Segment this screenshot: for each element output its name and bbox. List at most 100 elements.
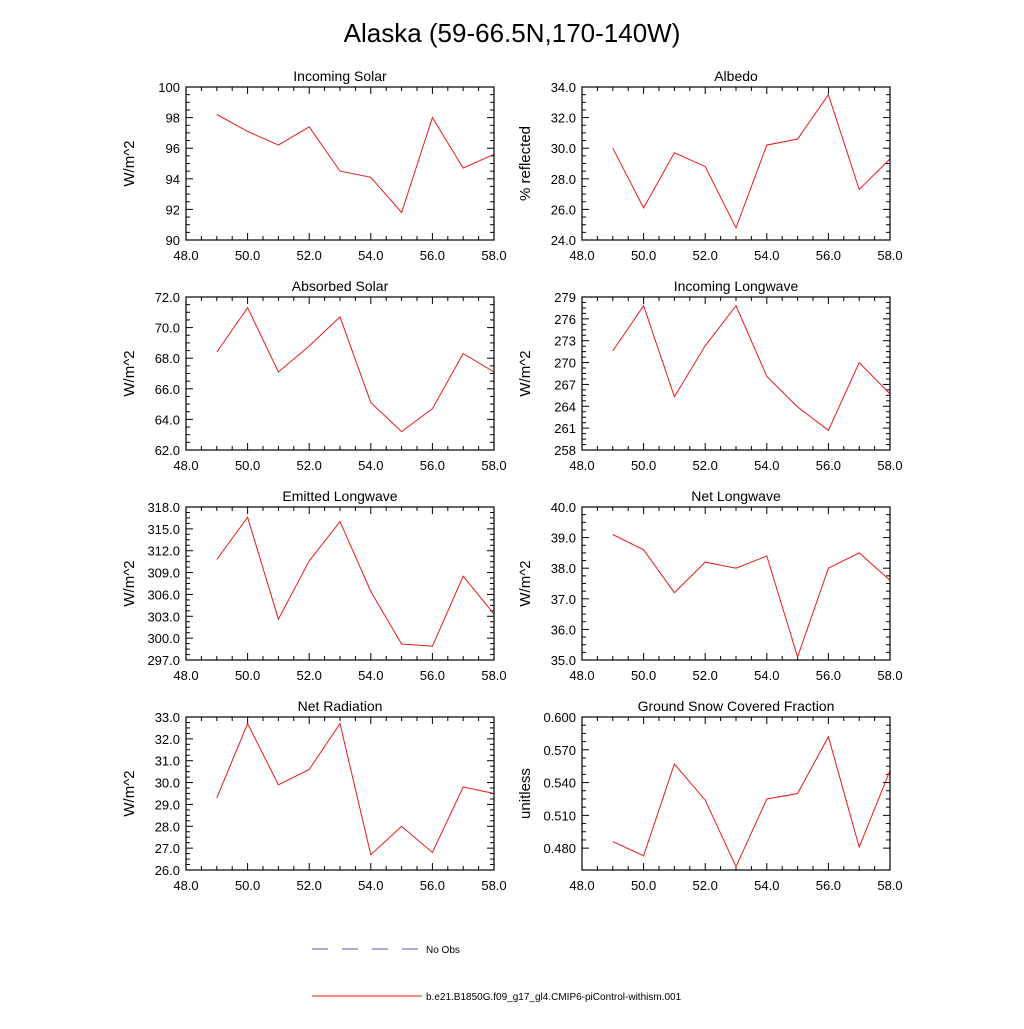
- y-tick-label: 96: [166, 141, 180, 156]
- y-axis-label: % reflected: [517, 126, 534, 201]
- x-tick-label: 48.0: [173, 458, 198, 473]
- chart-net-radiation: Net Radiation W/m^2 48.0 50.0 52.0 54.0 56.0 58…: [121, 698, 507, 893]
- y-tick-label: 0.510: [543, 808, 576, 823]
- x-tick-label: 58.0: [481, 878, 506, 893]
- y-tick-label: 315.0: [147, 522, 180, 537]
- y-tick-label: 92: [166, 202, 180, 217]
- x-tick-label: 48.0: [569, 248, 594, 263]
- y-tick-label: 38.0: [551, 561, 576, 576]
- x-tick-label: 52.0: [693, 878, 718, 893]
- y-axis-label: W/m^2: [517, 350, 534, 396]
- y-tick-label: 0.570: [543, 743, 576, 758]
- x-tick-label: 50.0: [631, 878, 656, 893]
- chart-incoming-longwave: Incoming Longwave W/m^2 48.0 50.0 52.0 54.0 56…: [517, 278, 903, 473]
- x-tick-label: 52.0: [297, 878, 322, 893]
- y-tick-label: 30.0: [551, 141, 576, 156]
- chart-title: Net Radiation: [298, 698, 383, 714]
- y-tick-label: 30.0: [155, 776, 180, 791]
- chart-title: Net Longwave: [691, 488, 781, 504]
- y-tick-label: 26.0: [155, 863, 180, 878]
- chart-albedo: Albedo % reflected 48.0 50.0 52.0 54.0 56.0 58.…: [517, 68, 903, 263]
- y-tick-label: 34.0: [551, 80, 576, 95]
- y-tick-label: 32.0: [551, 111, 576, 126]
- x-tick-label: 56.0: [816, 248, 841, 263]
- y-tick-label: 62.0: [155, 443, 180, 458]
- y-tick-label: 64.0: [155, 412, 180, 427]
- x-tick-label: 48.0: [173, 878, 198, 893]
- chart-absorbed-solar: Absorbed Solar W/m^2 48.0 50.0 52.0 54.0 56.0 5…: [121, 278, 507, 473]
- x-tick-label: 58.0: [877, 248, 902, 263]
- x-tick-label: 50.0: [631, 248, 656, 263]
- chart-title: Absorbed Solar: [292, 278, 389, 294]
- plot-frame: [581, 716, 891, 871]
- x-tick-label: 52.0: [297, 458, 322, 473]
- y-tick-label: 27.0: [155, 841, 180, 856]
- y-tick-label: 267: [554, 377, 576, 392]
- y-tick-label: 31.0: [155, 754, 180, 769]
- y-tick-label: 270: [554, 356, 576, 371]
- chart-title: Incoming Solar: [293, 68, 387, 84]
- x-tick-label: 48.0: [569, 878, 594, 893]
- x-tick-label: 52.0: [297, 248, 322, 263]
- y-tick-label: 300.0: [147, 631, 180, 646]
- y-tick-label: 70.0: [155, 321, 180, 336]
- x-tick-label: 54.0: [358, 248, 383, 263]
- x-tick-label: 52.0: [693, 458, 718, 473]
- page-title: Alaska (59-66.5N,170-140W): [344, 18, 681, 48]
- chart-title: Albedo: [714, 68, 758, 84]
- chart-net-longwave: Net Longwave W/m^2 48.0 50.0 52.0 54.0 56.0 58.…: [517, 488, 903, 683]
- y-tick-label: 264: [554, 399, 576, 414]
- x-tick-label: 56.0: [420, 878, 445, 893]
- y-tick-label: 35.0: [551, 653, 576, 668]
- chart-incoming-solar: Incoming Solar W/m^2 48.0 50.0 52.0 54.0 56.0 5…: [121, 68, 507, 263]
- y-tick-label: 0.600: [543, 710, 576, 725]
- x-tick-label: 54.0: [358, 878, 383, 893]
- x-tick-label: 48.0: [173, 248, 198, 263]
- x-tick-label: 58.0: [877, 878, 902, 893]
- x-tick-label: 56.0: [816, 878, 841, 893]
- y-tick-label: 98: [166, 111, 180, 126]
- y-tick-label: 29.0: [155, 797, 180, 812]
- x-tick-label: 54.0: [754, 248, 779, 263]
- series-line: [216, 516, 495, 647]
- y-tick-label: 276: [554, 312, 576, 327]
- series-line: [612, 304, 891, 432]
- x-tick-label: 52.0: [693, 668, 718, 683]
- y-tick-label: 306.0: [147, 587, 180, 602]
- y-tick-label: 279: [554, 290, 576, 305]
- x-tick-label: 56.0: [420, 668, 445, 683]
- x-tick-label: 56.0: [816, 458, 841, 473]
- x-tick-label: 58.0: [481, 668, 506, 683]
- y-tick-label: 24.0: [551, 233, 576, 248]
- y-tick-label: 36.0: [551, 622, 576, 637]
- y-axis-label: unitless: [517, 768, 534, 819]
- y-tick-label: 40.0: [551, 500, 576, 515]
- x-tick-label: 54.0: [754, 878, 779, 893]
- x-tick-label: 50.0: [235, 878, 260, 893]
- y-tick-label: 37.0: [551, 592, 576, 607]
- series-line: [612, 534, 891, 659]
- x-tick-label: 56.0: [420, 458, 445, 473]
- plot-frame: [581, 296, 891, 451]
- panels: Incoming Solar W/m^2 48.0 50.0 52.0 54.0 56.0 5…: [121, 68, 903, 893]
- series-line: [612, 735, 891, 868]
- y-tick-label: 312.0: [147, 544, 180, 559]
- x-tick-label: 50.0: [631, 458, 656, 473]
- y-tick-label: 273: [554, 334, 576, 349]
- x-tick-label: 52.0: [297, 668, 322, 683]
- y-tick-label: 0.480: [543, 841, 576, 856]
- x-tick-label: 56.0: [816, 668, 841, 683]
- x-tick-label: 52.0: [693, 248, 718, 263]
- x-tick-label: 48.0: [569, 668, 594, 683]
- chart-ground-snow-covered-fraction: Ground Snow Covered Fraction unitless 48.0…: [517, 698, 903, 893]
- x-tick-label: 48.0: [569, 458, 594, 473]
- x-tick-label: 58.0: [481, 248, 506, 263]
- y-tick-label: 28.0: [551, 172, 576, 187]
- x-tick-label: 58.0: [481, 458, 506, 473]
- y-tick-label: 297.0: [147, 653, 180, 668]
- plot-frame: [185, 296, 495, 451]
- plot-frame: [185, 506, 495, 661]
- y-tick-label: 72.0: [155, 290, 180, 305]
- chart-title: Incoming Longwave: [674, 278, 799, 294]
